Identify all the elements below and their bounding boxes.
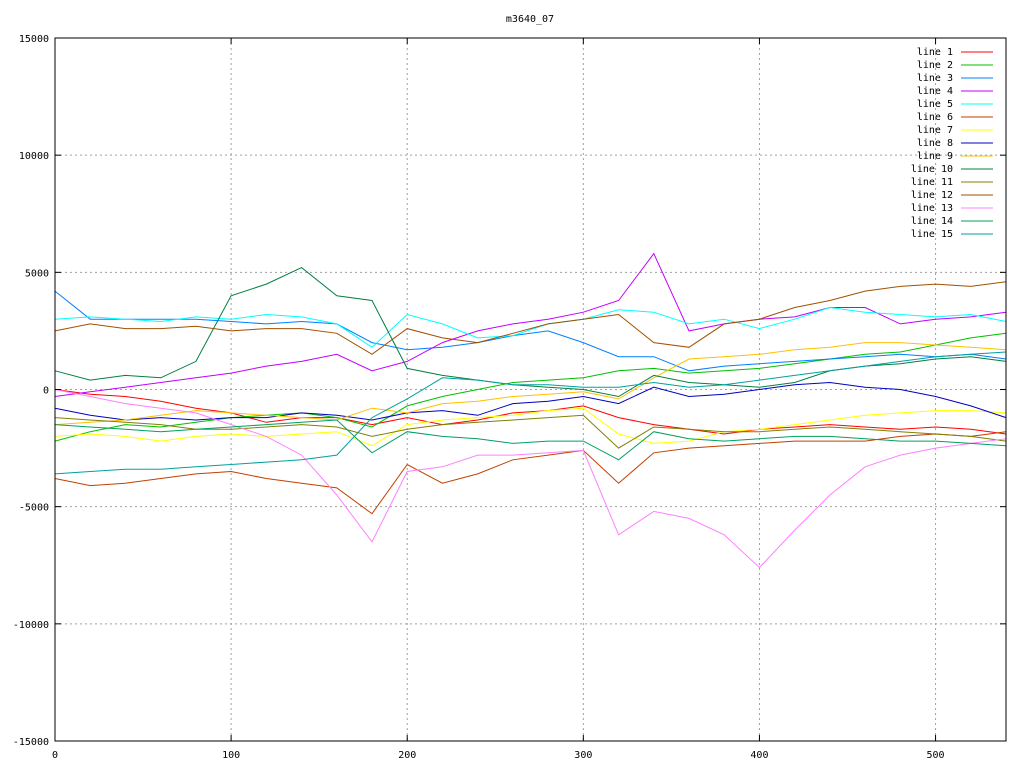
series-line-12 [54, 281, 1007, 355]
x-tick-label: 100 [222, 750, 240, 761]
series-line-7 [54, 407, 1007, 447]
y-tick-label: 10000 [19, 151, 49, 162]
series-line-6 [54, 431, 1007, 515]
legend-label: line 15 [911, 229, 953, 240]
y-tick-label: -10000 [13, 620, 49, 631]
legend-label: line 13 [911, 203, 953, 214]
x-tick-label: 500 [927, 750, 945, 761]
legend-label: line 12 [911, 190, 953, 201]
legend-label: line 8 [917, 138, 953, 149]
series-line-9 [54, 342, 1007, 426]
x-tick-label: 400 [750, 750, 768, 761]
legend-label: line 11 [911, 177, 953, 188]
series-line-2 [54, 332, 1007, 442]
legend-label: line 1 [917, 47, 953, 58]
y-tick-label: -5000 [19, 503, 49, 514]
legend-label: line 2 [917, 60, 953, 71]
series-line-13 [54, 389, 1007, 569]
legend-label: line 9 [917, 151, 953, 162]
legend-label: line 7 [917, 125, 953, 136]
series-line-15 [54, 351, 1007, 475]
series-line-1 [54, 389, 1007, 435]
chart-title: m3640_07 [506, 14, 554, 25]
x-tick-label: 200 [398, 750, 416, 761]
legend-label: line 6 [917, 112, 953, 123]
series-line-5 [54, 306, 1007, 348]
x-tick-label: 0 [52, 750, 58, 761]
x-tick-label: 300 [574, 750, 592, 761]
y-tick-label: -15000 [13, 737, 49, 748]
legend-label: line 10 [911, 164, 953, 175]
legend-label: line 14 [911, 216, 953, 227]
y-tick-label: 0 [43, 386, 49, 397]
series-line-11 [54, 414, 1007, 449]
series-line-14 [54, 419, 1007, 461]
y-tick-label: 5000 [25, 268, 49, 279]
series-line-3 [54, 290, 1007, 372]
grid [55, 38, 1006, 741]
series-line-4 [54, 252, 1007, 397]
legend: line 1 line 2 line 3 line 4 line 5 line 6 line… [911, 47, 993, 240]
legend-label: line 5 [917, 99, 953, 110]
series-group [54, 252, 1007, 569]
axes: 0 100 200 300 400 500 -15000 -10000 -5000 0 5000 10… [13, 34, 1006, 761]
series-line-8 [54, 381, 1007, 421]
y-tick-label: 15000 [19, 34, 49, 45]
legend-label: line 3 [917, 73, 953, 84]
legend-label: line 4 [917, 86, 953, 97]
